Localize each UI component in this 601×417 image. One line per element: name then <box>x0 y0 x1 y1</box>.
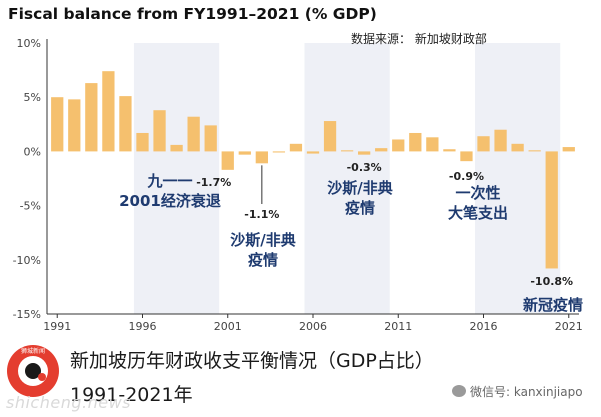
bar <box>170 144 183 152</box>
bar <box>545 151 558 269</box>
wechat-watermark: 微信号: kanxinjiapo <box>452 383 583 400</box>
bar <box>562 147 575 152</box>
event-label: 九一一 <box>146 172 192 190</box>
bar <box>511 143 524 152</box>
y-tick-label: 10% <box>17 37 41 50</box>
bar <box>102 71 115 152</box>
y-tick-label: 0% <box>24 145 41 158</box>
bar <box>289 143 303 152</box>
bar <box>153 110 166 152</box>
event-label: 新冠疫情 <box>523 296 583 314</box>
value-label: -1.1% <box>244 208 279 221</box>
event-label: 疫情 <box>248 251 278 269</box>
x-tick-label: 2011 <box>384 320 412 330</box>
bar <box>68 99 81 152</box>
bar <box>136 132 149 152</box>
bar <box>51 97 64 152</box>
site-watermark: shicheng.news <box>6 393 131 412</box>
x-tick-label: 1996 <box>128 320 156 330</box>
value-label: -0.3% <box>347 161 382 174</box>
bar <box>255 151 268 164</box>
value-label: -0.9% <box>449 170 484 183</box>
x-tick-label: 2001 <box>214 320 242 330</box>
event-label: 沙斯/非典 <box>230 231 295 249</box>
bar <box>204 125 217 152</box>
bar <box>119 96 132 152</box>
wechat-icon <box>452 385 466 397</box>
bar <box>460 151 473 162</box>
bar <box>323 121 337 152</box>
shaded-band <box>133 43 220 314</box>
bar <box>443 149 456 152</box>
bar <box>221 151 234 170</box>
bar <box>340 150 354 152</box>
bar <box>306 151 320 154</box>
chart-title: Fiscal balance from FY1991–2021 (% GDP) <box>8 5 377 23</box>
caption-title: 新加坡历年财政收支平衡情况（GDP占比） <box>70 350 434 372</box>
bar <box>528 150 541 152</box>
x-tick-label: 2006 <box>299 320 327 330</box>
x-tick-label: 2021 <box>555 320 583 330</box>
x-tick-label: 2016 <box>470 320 498 330</box>
y-tick-label: 5% <box>24 91 41 104</box>
event-label: 2001经济衰退 <box>119 192 221 210</box>
bar <box>494 129 507 152</box>
x-tick-label: 1991 <box>43 320 71 330</box>
bar <box>187 116 200 152</box>
bar <box>238 151 251 155</box>
logo-text: 狮城新闻 <box>20 348 45 355</box>
bar <box>477 136 490 152</box>
bar <box>409 132 422 152</box>
value-label: -10.8% <box>530 275 573 288</box>
bar <box>358 151 371 155</box>
event-label: 沙斯/非典 <box>327 179 392 197</box>
y-tick-label: -15% <box>13 308 41 321</box>
value-label: -1.7% <box>196 176 231 189</box>
event-label: 一次性 <box>455 184 500 202</box>
chart: 10% 5% 0% -5% -10% -15% 1991 1996 2001 2006 2011 20… <box>8 5 583 330</box>
shaded-band <box>304 43 390 314</box>
bar <box>375 148 388 152</box>
bar <box>426 137 439 152</box>
caption-subtitle: 1991-2021年 <box>70 384 193 406</box>
event-label: 疫情 <box>345 199 375 217</box>
bar <box>85 83 98 152</box>
shicheng-logo-icon: 狮城新闻 <box>7 345 59 397</box>
bar <box>392 139 405 152</box>
chart-plot: 10% 5% 0% -5% -10% -15%1991 1996 2001 2006 2011 20… <box>13 37 583 330</box>
event-label: 大笔支出 <box>448 204 508 222</box>
y-tick-label: -10% <box>13 254 41 267</box>
data-source-label: 数据来源： 新加坡财政部 <box>351 32 487 46</box>
y-tick-label: -5% <box>20 200 41 213</box>
bar <box>272 151 286 153</box>
caption-area: 狮城新闻 新加坡历年财政收支平衡情况（GDP占比） 1991-2021年 shi… <box>0 334 601 417</box>
wechat-id: 微信号: kanxinjiapo <box>470 385 583 399</box>
